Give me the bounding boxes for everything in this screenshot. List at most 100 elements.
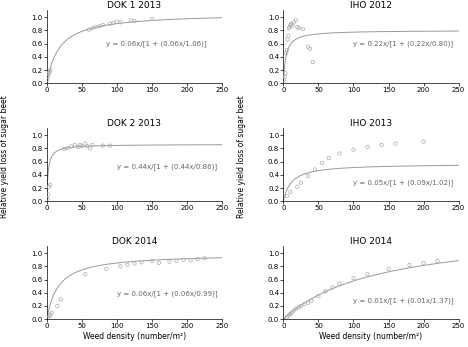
Title: DOK 1 2013: DOK 1 2013 xyxy=(107,1,161,10)
Point xyxy=(71,142,79,148)
Point xyxy=(290,308,298,313)
Point xyxy=(314,293,322,299)
Point xyxy=(309,59,316,65)
Point xyxy=(155,260,163,266)
Point xyxy=(77,142,84,148)
Point xyxy=(138,260,145,265)
Point xyxy=(48,310,55,315)
Point xyxy=(325,155,333,161)
Point xyxy=(434,258,441,264)
Point xyxy=(113,19,121,24)
Point xyxy=(392,141,399,146)
Text: Relative yield loss of sugar beet: Relative yield loss of sugar beet xyxy=(236,95,246,218)
Point xyxy=(286,24,293,30)
Point xyxy=(364,271,371,277)
Point xyxy=(46,69,53,75)
Point xyxy=(173,258,180,264)
Point xyxy=(194,256,201,262)
Point xyxy=(44,192,52,197)
Text: y = 0.05x/[1 + (0.09x/1.02)]: y = 0.05x/[1 + (0.09x/1.02)] xyxy=(353,179,454,186)
Point xyxy=(106,21,114,26)
Point xyxy=(283,314,291,320)
Point xyxy=(88,26,96,31)
Point xyxy=(64,145,72,151)
Point xyxy=(166,259,173,264)
Point xyxy=(44,315,52,321)
Text: y = 0.44x/[1 + (0.44x/0.86)]: y = 0.44x/[1 + (0.44x/0.86)] xyxy=(117,163,217,170)
Point xyxy=(45,70,52,76)
Point xyxy=(304,173,312,179)
Point xyxy=(420,260,427,266)
Point xyxy=(287,21,295,26)
Point xyxy=(295,26,302,31)
Point xyxy=(289,23,296,28)
Point xyxy=(74,144,82,150)
Point xyxy=(378,142,385,148)
Point xyxy=(46,312,54,318)
Point xyxy=(117,19,124,25)
Point xyxy=(299,26,307,32)
Point xyxy=(311,167,319,172)
Point xyxy=(85,27,93,32)
Point xyxy=(187,257,194,263)
Point xyxy=(406,262,413,268)
Title: DOK 2014: DOK 2014 xyxy=(112,237,157,246)
Point xyxy=(180,257,187,262)
Point xyxy=(287,189,294,195)
Point xyxy=(117,263,124,269)
Text: Relative yield loss of sugar beet: Relative yield loss of sugar beet xyxy=(0,95,9,218)
Point xyxy=(292,18,300,23)
Point xyxy=(285,26,293,31)
Point xyxy=(292,306,300,311)
Point xyxy=(106,143,114,149)
Point xyxy=(284,37,292,42)
Point xyxy=(81,271,89,277)
Point xyxy=(288,310,296,315)
Text: y = 0.06x/[1 + (0.06x/1.06)]: y = 0.06x/[1 + (0.06x/1.06)] xyxy=(106,40,207,47)
Point xyxy=(148,16,156,22)
Point xyxy=(110,20,117,26)
Title: IHO 2014: IHO 2014 xyxy=(350,237,392,246)
Point xyxy=(350,147,357,152)
Point xyxy=(53,303,61,309)
Point xyxy=(293,184,301,189)
Point xyxy=(280,77,288,83)
Point xyxy=(201,255,208,261)
Text: y = 0.06x/[1 + (0.06x/0.99)]: y = 0.06x/[1 + (0.06x/0.99)] xyxy=(117,291,218,297)
Point xyxy=(127,18,135,23)
Point xyxy=(57,297,65,302)
Point xyxy=(92,24,100,30)
Point xyxy=(45,184,52,189)
Point xyxy=(297,303,305,309)
Point xyxy=(336,281,343,286)
Text: y = 0.22x/[1 + (0.22x/0.80)]: y = 0.22x/[1 + (0.22x/0.80)] xyxy=(353,40,453,47)
Point xyxy=(307,298,315,304)
Point xyxy=(290,19,298,25)
Point xyxy=(287,311,294,317)
Point xyxy=(78,144,86,149)
Point xyxy=(329,285,336,290)
Point xyxy=(283,47,291,53)
Point xyxy=(67,144,75,149)
Title: IHO 2012: IHO 2012 xyxy=(350,1,392,10)
Text: y = 0.01x/[1 + (0.01x/1.37)]: y = 0.01x/[1 + (0.01x/1.37)] xyxy=(353,297,454,304)
Point xyxy=(95,24,103,29)
Point xyxy=(44,196,51,201)
Point xyxy=(293,24,301,30)
Point xyxy=(124,262,131,268)
Point xyxy=(81,141,89,146)
X-axis label: Weed density (number/m²): Weed density (number/m²) xyxy=(320,332,423,341)
Point xyxy=(60,146,68,152)
Point xyxy=(297,180,305,186)
Point xyxy=(44,77,51,83)
Point xyxy=(99,22,107,28)
Point xyxy=(46,313,53,319)
Point xyxy=(322,289,329,294)
X-axis label: Weed density (number/m²): Weed density (number/m²) xyxy=(83,332,186,341)
Point xyxy=(285,313,293,318)
Title: IHO 2013: IHO 2013 xyxy=(350,119,392,128)
Point xyxy=(318,160,326,166)
Point xyxy=(46,182,54,187)
Point xyxy=(350,276,357,281)
Point xyxy=(304,300,312,305)
